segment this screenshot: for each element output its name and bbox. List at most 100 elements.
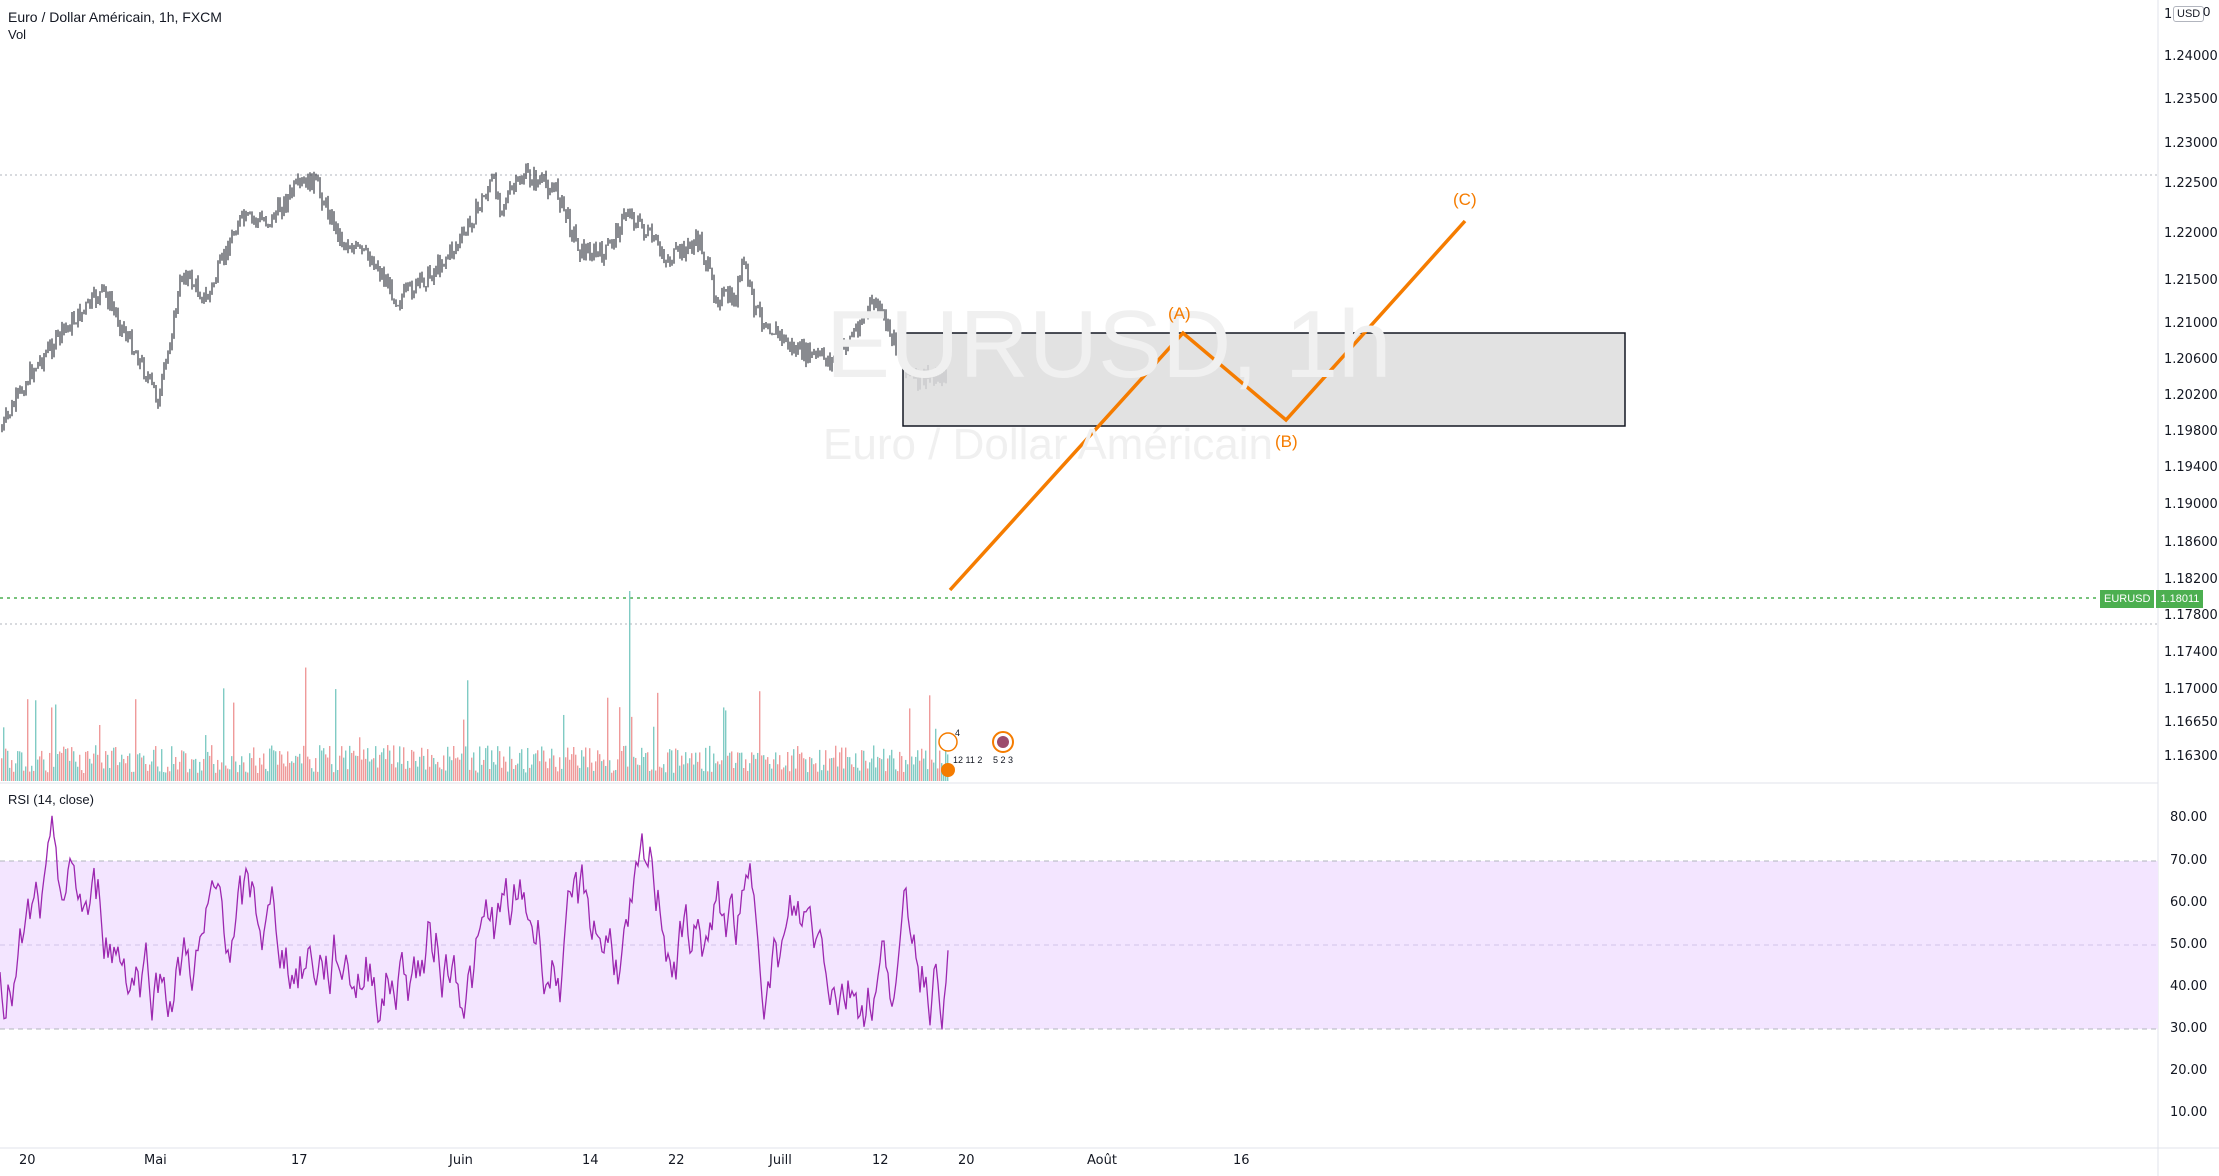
volume-bar <box>517 763 519 781</box>
marker-count-top: 4 <box>955 728 961 738</box>
wave-projection-line[interactable] <box>948 219 1467 592</box>
volume-bar <box>457 757 459 781</box>
volume-bar <box>813 764 815 781</box>
volume-bar <box>49 752 51 781</box>
volume-bar <box>297 756 299 781</box>
marker-count-right: 5 2 3 <box>993 755 1014 765</box>
volume-bar <box>239 764 241 781</box>
rsi-label[interactable]: RSI (14, close) <box>8 792 94 807</box>
volume-bar <box>85 751 87 781</box>
volume-bar <box>485 748 487 781</box>
symbol-title[interactable]: Euro / Dollar Américain, 1h, FXCM <box>8 9 222 25</box>
watermark-ticker: EURUSD, 1h <box>826 291 1392 398</box>
volume-bar <box>815 763 817 781</box>
volume-bar <box>681 755 683 781</box>
volume-bar <box>819 749 821 781</box>
volume-bar <box>631 716 633 781</box>
volume-bar <box>553 755 555 781</box>
volume-bar <box>923 758 925 781</box>
volume-bar <box>103 768 105 781</box>
volume-bar <box>23 770 25 781</box>
currency-button[interactable]: USD <box>2173 6 2205 22</box>
volume-bar <box>869 762 871 781</box>
volume-bar <box>875 767 877 781</box>
volume-bar <box>719 764 721 781</box>
volume-bar <box>315 758 317 781</box>
volume-bar <box>501 767 503 781</box>
volume-bar <box>291 761 293 781</box>
volume-bar <box>587 767 589 781</box>
volume-bar <box>479 746 481 781</box>
volume-bar <box>533 754 535 781</box>
volume-bar <box>89 758 91 781</box>
volume-bar <box>781 769 783 781</box>
volume-bar <box>187 772 189 781</box>
volume-bar <box>301 763 303 781</box>
target-zone-rectangle[interactable] <box>902 332 1626 427</box>
volume-bar <box>11 760 13 781</box>
marker-calendar-icon[interactable] <box>941 763 955 777</box>
volume-bar <box>685 752 687 781</box>
volume-bar <box>883 748 885 781</box>
volume-bar <box>33 770 35 781</box>
volume-bar <box>185 753 187 781</box>
volume-bar <box>327 757 329 781</box>
volume-bar <box>235 761 237 781</box>
volume-bar <box>135 699 137 781</box>
volume-bar <box>889 755 891 781</box>
volume-bar <box>753 754 755 781</box>
volume-bar <box>7 750 9 781</box>
volume-bar <box>539 761 541 781</box>
volume-bar <box>937 768 939 781</box>
volume-bar <box>743 767 745 781</box>
volume-bar <box>713 753 715 781</box>
volume-bar <box>293 762 295 781</box>
volume-bar <box>543 750 545 781</box>
time-tick-label: 12 <box>872 1153 889 1168</box>
volume-bar <box>727 755 729 781</box>
volume-bar <box>309 759 311 781</box>
volume-bar <box>365 758 367 781</box>
price-tick-label: 1.23500 <box>2164 92 2218 107</box>
volume-bar <box>799 753 801 781</box>
volume-bar <box>709 745 711 781</box>
volume-bar <box>463 719 465 781</box>
volume-bar <box>911 756 913 781</box>
marker-dividend-icon[interactable] <box>938 732 958 752</box>
volume-bar <box>245 771 247 781</box>
volume-bar <box>935 728 937 781</box>
volume-bar <box>487 745 489 781</box>
volume-bar <box>769 763 771 781</box>
current-price-value: 1.18011 <box>2156 590 2204 608</box>
volume-bar <box>703 771 705 781</box>
volume-bar <box>253 747 255 781</box>
volume-label[interactable]: Vol <box>8 27 27 42</box>
volume-bar <box>145 764 147 781</box>
volume-bar <box>213 764 215 781</box>
volume-bar <box>151 761 153 781</box>
volume-bar <box>351 752 353 781</box>
volume-bar <box>755 758 757 781</box>
price-tick-label: 1.17800 <box>2164 608 2218 623</box>
volume-bar <box>705 747 707 781</box>
time-tick-label: Mai <box>144 1153 167 1168</box>
volume-bar <box>337 769 339 781</box>
volume-bar <box>31 765 33 781</box>
volume-bar <box>673 772 675 781</box>
volume-bar <box>79 754 81 781</box>
price-tick-label: 1.21500 <box>2164 273 2218 288</box>
volume-bar <box>37 759 39 781</box>
volume-bar <box>881 759 883 781</box>
volume-bar <box>621 750 623 781</box>
time-tick-label: 17 <box>291 1153 308 1168</box>
volume-bar <box>731 751 733 781</box>
volume-bar <box>439 767 441 781</box>
volume-bar <box>663 764 665 781</box>
volume-bar <box>197 772 199 781</box>
volume-bar <box>287 751 289 781</box>
rsi-tick-label: 40.00 <box>2170 979 2208 994</box>
event-markers[interactable] <box>938 731 1014 777</box>
volume-bar <box>109 767 111 781</box>
volume-bar <box>623 745 625 781</box>
